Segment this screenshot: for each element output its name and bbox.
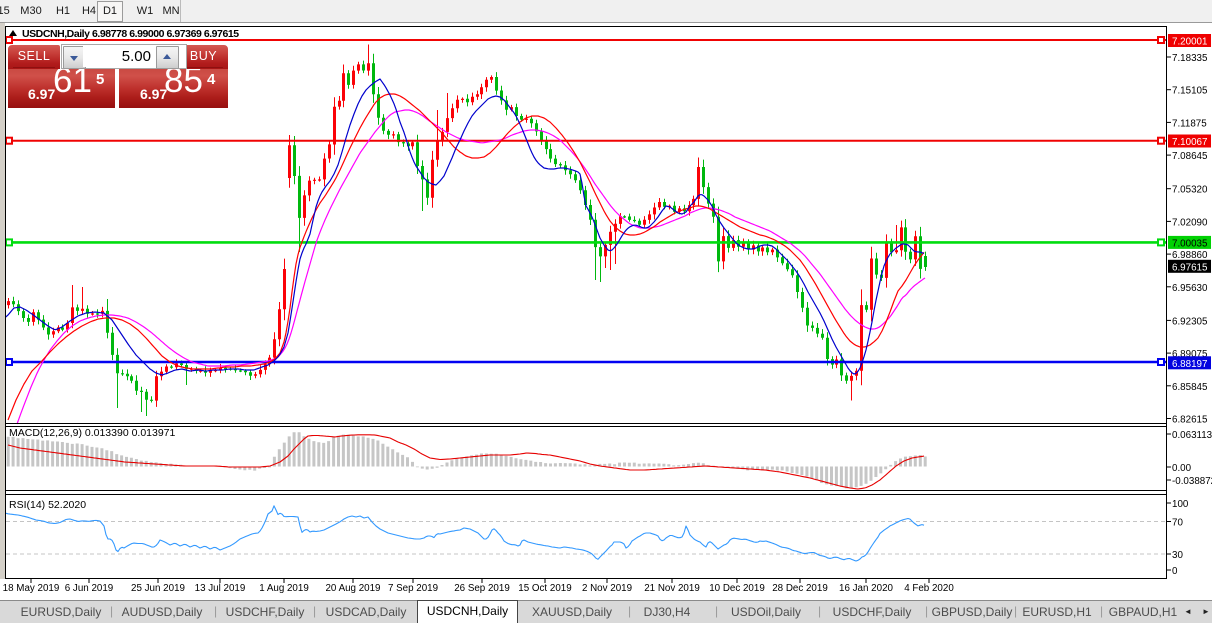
svg-text:RSI(14) 52.2020: RSI(14) 52.2020 [9,499,86,511]
svg-text:7.10067: 7.10067 [1172,137,1207,148]
svg-text:0: 0 [1172,566,1178,577]
svg-text:4 Feb 2020: 4 Feb 2020 [904,583,954,594]
svg-text:6.88197: 6.88197 [1172,359,1207,370]
svg-text:6.89075: 6.89075 [1172,349,1208,360]
svg-text:1 Aug 2019: 1 Aug 2019 [259,583,309,594]
svg-text:6 Jun 2019: 6 Jun 2019 [65,583,113,594]
svg-text:21 Nov 2019: 21 Nov 2019 [644,583,700,594]
svg-text:70: 70 [1172,518,1183,529]
svg-text:7.18335: 7.18335 [1172,53,1208,64]
svg-text:-0.038872: -0.038872 [1172,476,1212,487]
svg-text:7.02090: 7.02090 [1172,217,1208,228]
svg-text:6.85845: 6.85845 [1172,382,1208,393]
svg-text:18 May 2019: 18 May 2019 [3,583,60,594]
svg-text:6.92305: 6.92305 [1172,316,1208,327]
svg-text:7.08645: 7.08645 [1172,151,1208,162]
svg-text:6.97615: 6.97615 [1172,262,1208,273]
svg-text:10 Dec 2019: 10 Dec 2019 [709,583,765,594]
svg-text:25 Jun 2019: 25 Jun 2019 [131,583,185,594]
svg-text:26 Sep 2019: 26 Sep 2019 [454,583,510,594]
svg-text:0.00: 0.00 [1172,463,1192,474]
svg-text:6.98860: 6.98860 [1172,250,1208,261]
svg-text:20 Aug 2019: 20 Aug 2019 [325,583,380,594]
svg-text:2 Nov 2019: 2 Nov 2019 [582,583,632,594]
svg-text:7 Sep 2019: 7 Sep 2019 [388,583,438,594]
svg-text:USDCNH,Daily 6.98778 6.99000: USDCNH,Daily 6.98778 6.99000 6.97369 6.9… [22,28,239,40]
svg-text:13 Jul 2019: 13 Jul 2019 [195,583,246,594]
svg-text:7.00035: 7.00035 [1172,238,1208,249]
svg-text:0.063113: 0.063113 [1172,430,1212,441]
svg-text:7.05320: 7.05320 [1172,185,1208,196]
svg-text:MACD(12,26,9) 0.013390 0.01397: MACD(12,26,9) 0.013390 0.013971 [9,427,176,439]
svg-text:100: 100 [1172,499,1189,510]
svg-text:7.15105: 7.15105 [1172,86,1208,97]
svg-text:7.20001: 7.20001 [1172,37,1207,48]
svg-text:7.11875: 7.11875 [1172,118,1207,129]
svg-text:28 Dec 2019: 28 Dec 2019 [772,583,828,594]
svg-text:15 Oct 2019: 15 Oct 2019 [518,583,571,594]
svg-text:6.95630: 6.95630 [1172,283,1208,294]
svg-text:30: 30 [1172,550,1183,561]
svg-text:16 Jan 2020: 16 Jan 2020 [839,583,893,594]
svg-text:6.82615: 6.82615 [1172,415,1208,426]
